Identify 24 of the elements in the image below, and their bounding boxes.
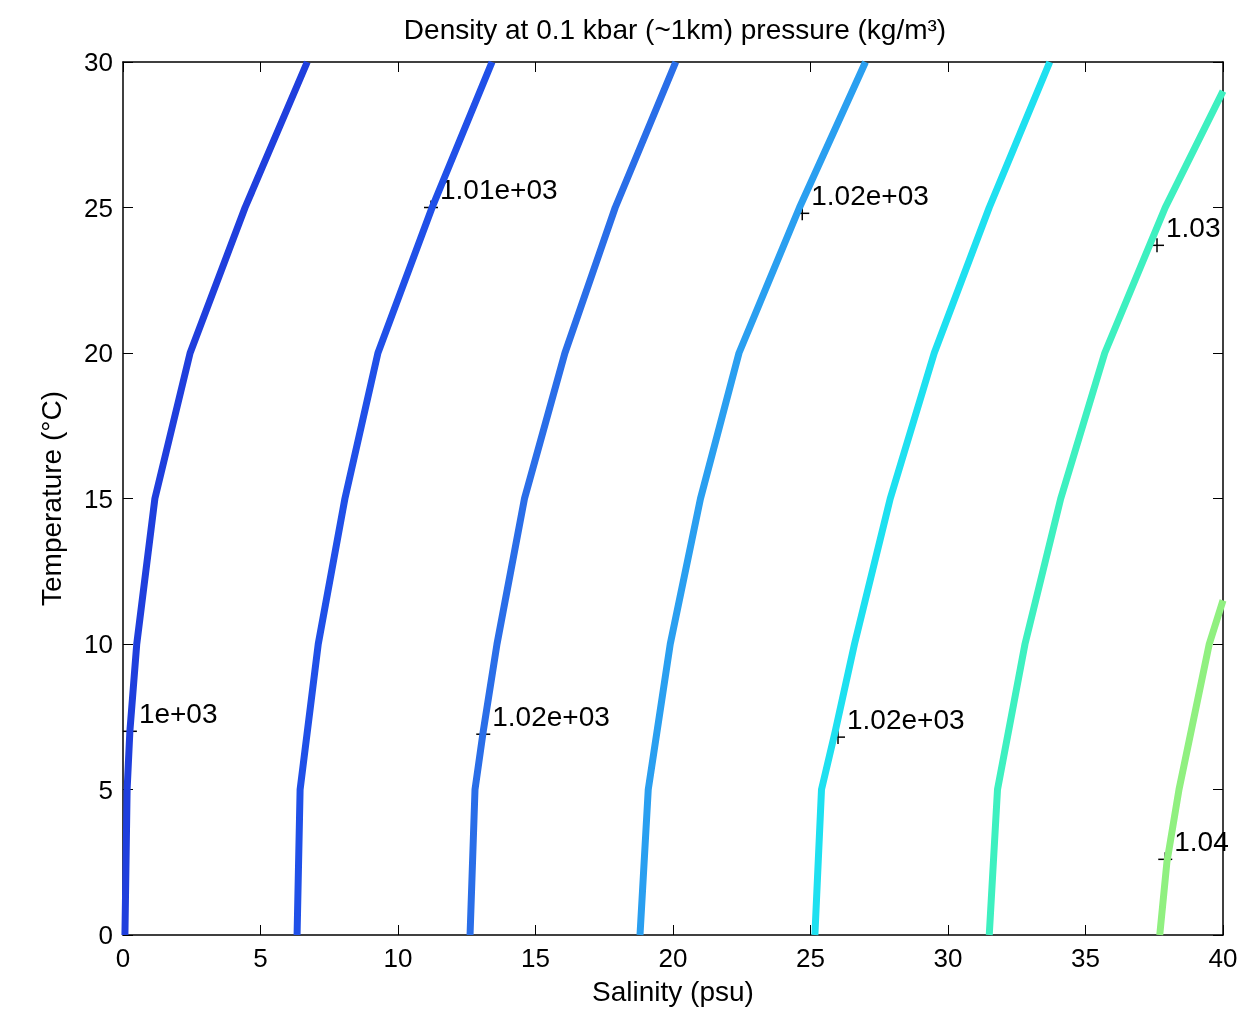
y-tick-label: 20: [84, 338, 113, 368]
y-tick-label: 30: [84, 47, 113, 77]
x-tick-label: 10: [383, 943, 413, 973]
x-tick-label: 20: [658, 943, 688, 973]
x-tick-label: 15: [521, 943, 550, 973]
x-tick-label: 40: [1208, 943, 1238, 973]
x-tick-label: 30: [933, 943, 963, 973]
y-tick-label: 25: [84, 192, 113, 223]
x-tick-label: 35: [1071, 943, 1100, 973]
y-tick-label: 5: [98, 774, 113, 805]
annotation: 1.02e+03: [492, 700, 610, 732]
annotation: 1e+03: [138, 697, 218, 729]
y-tick-label: 0: [98, 920, 113, 950]
annotation: 1.02e+03: [847, 703, 965, 735]
x-axis-title: Salinity (psu): [592, 975, 754, 1007]
y-tick-label: 10: [84, 629, 113, 659]
y-axis-title: Temperature (°C): [35, 390, 67, 607]
y-tick-label: 15: [84, 483, 113, 514]
x-tick-label: 25: [796, 943, 825, 973]
annotation: 1.03: [1166, 211, 1221, 243]
chart-title: Density at 0.1 kbar (~1km) pressure (kg/m³): [403, 13, 947, 45]
x-tick-label: 5: [253, 943, 268, 973]
annotation: 1.01e+03: [440, 174, 558, 205]
annotation: 1.02e+03: [811, 179, 929, 211]
